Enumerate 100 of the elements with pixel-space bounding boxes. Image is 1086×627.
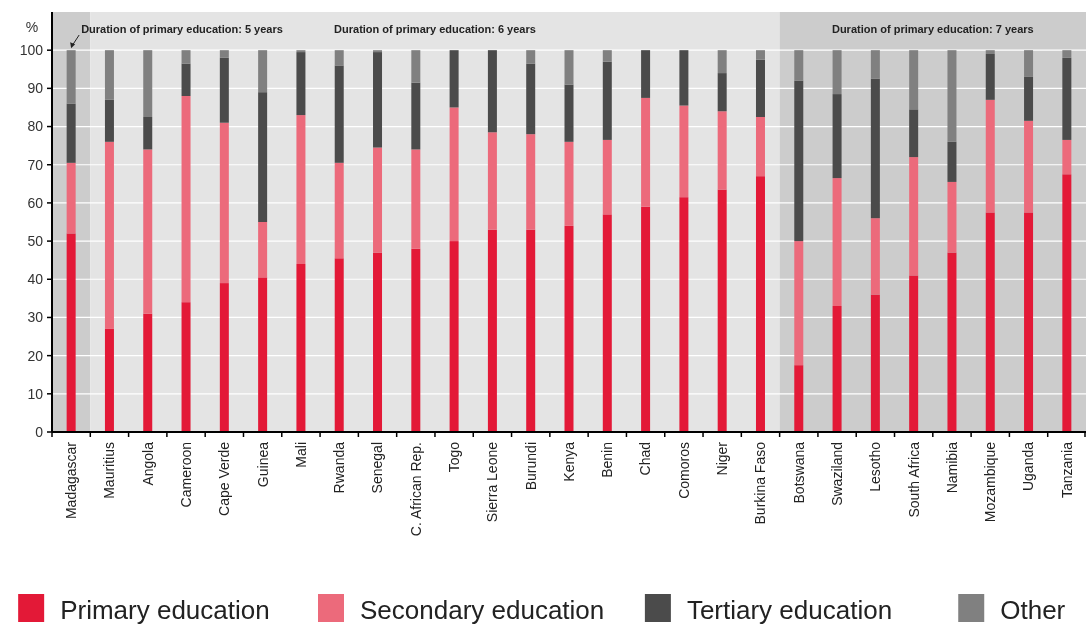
bar: [755, 59, 765, 117]
bar: [947, 50, 957, 142]
bar: [947, 252, 957, 432]
y-tick-label: 10: [27, 385, 44, 402]
bar: [1024, 50, 1034, 77]
bar: [104, 141, 114, 329]
bar: [526, 63, 536, 135]
bar: [373, 252, 383, 432]
bar: [487, 50, 497, 133]
bar: [794, 80, 804, 242]
bar: [258, 222, 268, 278]
bar: [679, 105, 689, 198]
bar: [717, 73, 727, 112]
x-tick-label: Kenya: [560, 441, 577, 482]
bar: [296, 52, 306, 116]
x-tick-label: Mozambique: [982, 441, 999, 523]
bar: [870, 50, 880, 79]
y-tick-label: 70: [27, 156, 44, 173]
legend-label: Secondary education: [360, 595, 605, 625]
bar: [909, 275, 919, 432]
bar: [66, 233, 76, 432]
band-label: Duration of primary education: 5 years: [81, 23, 283, 35]
bar: [526, 50, 536, 64]
bar: [564, 225, 574, 432]
legend-label: Other: [1000, 595, 1066, 625]
x-tick-label: Mali: [292, 442, 309, 468]
bar: [66, 103, 76, 163]
bar: [526, 229, 536, 432]
bar: [602, 139, 612, 215]
bar: [411, 149, 421, 249]
bar: [104, 99, 114, 142]
bar: [717, 111, 727, 190]
bar: [143, 313, 153, 432]
band-label: Duration of primary education: 6 years: [334, 23, 536, 35]
bar: [334, 258, 344, 432]
bar: [870, 294, 880, 432]
x-tick-label: Senegal: [369, 442, 386, 494]
legend-label: Primary education: [60, 595, 270, 625]
bar: [641, 50, 651, 98]
bar: [564, 84, 574, 142]
x-tick-label: Benin: [599, 442, 616, 478]
bar: [985, 54, 995, 100]
bar: [602, 50, 612, 62]
bar: [717, 50, 727, 74]
bar: [755, 117, 765, 177]
x-tick-label: Togo: [446, 441, 463, 473]
x-tick-label: Botswana: [790, 441, 807, 504]
bar: [334, 50, 344, 66]
bar: [258, 50, 268, 93]
bar: [832, 306, 842, 432]
x-tick-label: Cape Verde: [216, 441, 233, 516]
y-axis-title: %: [25, 19, 39, 35]
bar: [411, 248, 421, 432]
bar: [219, 50, 229, 58]
y-tick-label: 100: [19, 42, 44, 59]
y-tick-label: 40: [27, 271, 44, 288]
bar: [755, 176, 765, 432]
bar: [909, 157, 919, 276]
bar: [296, 264, 306, 432]
bar: [832, 50, 842, 95]
bar: [1062, 139, 1072, 175]
x-tick-label: Madagascar: [63, 441, 80, 520]
bar: [258, 277, 268, 432]
bar: [487, 229, 497, 432]
bar: [1062, 57, 1072, 140]
bar: [679, 197, 689, 432]
bar: [602, 61, 612, 140]
y-tick-label: 60: [27, 194, 44, 211]
x-tick-label: C. African Rep.: [407, 442, 424, 537]
bar: [334, 162, 344, 259]
bar: [794, 50, 804, 81]
x-tick-label: Uganda: [1020, 441, 1037, 492]
bar: [449, 50, 459, 108]
bar: [66, 162, 76, 234]
bar: [181, 302, 191, 432]
x-tick-label: Namibia: [943, 441, 960, 494]
bar: [1062, 174, 1072, 432]
bar: [909, 109, 919, 158]
x-tick-label: Chad: [637, 442, 654, 476]
bar: [985, 99, 995, 213]
bar: [909, 50, 919, 110]
bar: [755, 50, 765, 60]
y-tick-label: 80: [27, 118, 44, 135]
bar: [334, 65, 344, 163]
bar: [679, 50, 689, 106]
bar: [1062, 50, 1072, 58]
x-tick-label: South Africa: [905, 441, 922, 518]
bar: [181, 63, 191, 96]
bar: [1024, 76, 1034, 121]
y-tick-label: 0: [35, 423, 44, 440]
bar: [143, 50, 153, 117]
bar: [985, 212, 995, 432]
bar: [449, 107, 459, 242]
x-tick-label: Mauritius: [101, 442, 118, 499]
bar: [870, 218, 880, 295]
bar: [832, 94, 842, 179]
bar: [373, 52, 383, 148]
bar: [1024, 120, 1034, 213]
bar: [181, 50, 191, 64]
bar: [564, 50, 574, 85]
